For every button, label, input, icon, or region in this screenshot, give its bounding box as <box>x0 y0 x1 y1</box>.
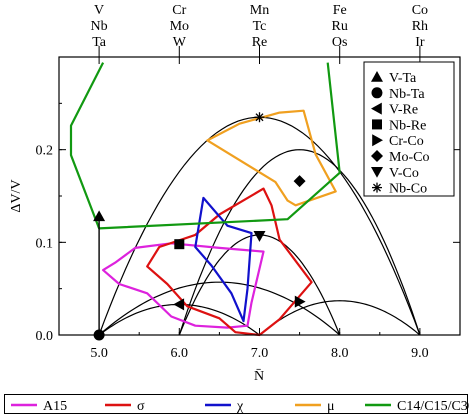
series-legend-box: A15 σ χ μ C14/C15/C36 <box>4 394 474 414</box>
series-line <box>102 242 265 329</box>
pair-marker <box>294 295 306 308</box>
top-element-label: Os <box>332 35 348 50</box>
pair-legend-marker <box>371 150 383 162</box>
arc-curve <box>259 300 421 336</box>
top-element-label: V <box>94 3 104 18</box>
top-element-label: Re <box>252 35 268 50</box>
series-legend-label: A15 <box>43 399 67 414</box>
series-line <box>146 187 313 337</box>
triangle-down-icon <box>371 167 383 178</box>
pair-legend-label: Mo-Co <box>389 150 429 165</box>
pair-legend-label: Nb-Ta <box>389 87 425 102</box>
arc-curve <box>98 281 341 336</box>
y-tick-label: 0.0 <box>36 329 54 344</box>
x-tick-label: 8.0 <box>331 346 349 361</box>
x-tick-label: 9.0 <box>411 346 429 361</box>
series-line <box>194 196 253 323</box>
top-element-label: Nb <box>91 19 108 34</box>
x-tick-label: 7.0 <box>251 346 269 361</box>
square-icon <box>372 119 382 130</box>
series-legend-label: C14/C15/C36 <box>397 399 469 414</box>
pair-marker <box>254 112 265 123</box>
top-element-label: Rh <box>412 19 428 34</box>
triangle-up-icon <box>371 71 383 82</box>
top-element-label: Tc <box>253 19 267 34</box>
top-element-label: Ru <box>332 19 348 34</box>
pair-legend-label: V-Re <box>389 103 418 118</box>
top-element-label: Fe <box>333 3 347 18</box>
series-line <box>206 109 337 207</box>
triangle-right-icon <box>294 295 306 308</box>
pair-legend-label: Nb-Co <box>389 182 427 197</box>
pair-legend-marker <box>371 167 383 178</box>
series-legend: A15 σ χ μ C14/C15/C36 <box>11 399 474 414</box>
pair-legend-label: V-Ta <box>389 71 417 86</box>
x-axis-title: N̄ <box>254 368 264 384</box>
y-axis-label: ΔV/V <box>9 179 24 212</box>
pair-legend-marker <box>371 71 383 82</box>
top-element-label: Mn <box>250 3 269 18</box>
diamond-icon <box>293 175 306 188</box>
series-legend-label: σ <box>137 399 145 414</box>
pair-legend-label: Nb-Re <box>389 118 426 133</box>
pair-legend-marker <box>371 102 382 115</box>
top-element-label: W <box>173 35 187 50</box>
y-axis-title: ΔV/V <box>9 179 24 212</box>
circle-icon <box>371 87 383 99</box>
x-tick-label: 5.0 <box>90 346 108 361</box>
pair-legend-marker <box>371 87 383 99</box>
pair-legend-label: V-Co <box>389 166 419 181</box>
asterisk-stroke <box>373 183 381 192</box>
pair-legend-marker <box>372 182 382 193</box>
top-element-label: Cr <box>172 3 186 18</box>
pair-legend-marker <box>372 119 382 130</box>
x-tick-label: 6.0 <box>171 346 189 361</box>
pair-marker <box>253 231 266 242</box>
top-element-label: Mo <box>170 19 189 34</box>
series-legend-label: μ <box>327 399 335 414</box>
diamond-icon <box>371 150 383 162</box>
top-element-label: Co <box>412 3 428 18</box>
pair-legend-marker <box>372 134 383 147</box>
pair-marker <box>173 298 185 311</box>
triangle-up-icon <box>93 210 106 222</box>
x-axis-label: N̄ <box>254 368 264 384</box>
arc-curve <box>178 234 341 336</box>
triangle-down-icon <box>253 231 266 242</box>
arc-curve <box>178 149 421 336</box>
triangle-left-icon <box>173 298 185 311</box>
y-tick-label: 0.1 <box>36 236 54 251</box>
square-icon <box>174 239 185 250</box>
pair-legend-label: Cr-Co <box>389 134 424 149</box>
pair-markers <box>93 112 306 341</box>
pair-marker <box>293 175 306 188</box>
plot-frame <box>58 56 461 336</box>
series-group <box>69 62 341 337</box>
pair-marker <box>93 210 106 222</box>
asterisk-stroke <box>255 113 264 122</box>
triangle-left-icon <box>371 102 382 115</box>
top-element-label: Ir <box>415 35 425 50</box>
pair-marker <box>174 239 185 250</box>
triangle-right-icon <box>372 134 383 147</box>
y-tick-label: 0.2 <box>36 144 54 159</box>
series-legend-label: χ <box>236 399 244 414</box>
top-element-label: Ta <box>92 35 107 50</box>
